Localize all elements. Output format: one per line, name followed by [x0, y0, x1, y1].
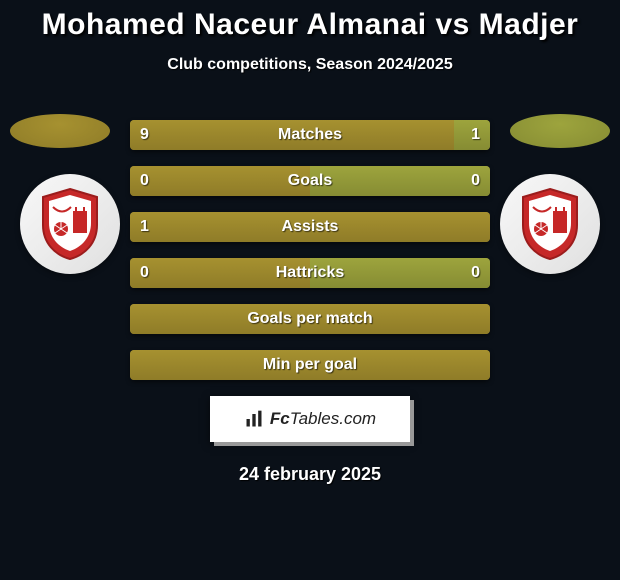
player1-club-crest [20, 174, 120, 274]
player1-bar [130, 120, 454, 150]
subtitle: Club competitions, Season 2024/2025 [0, 56, 620, 74]
player1-ellipse-marker [10, 114, 110, 148]
stat-row: Goals per match [130, 304, 490, 334]
player2-club-crest [500, 174, 600, 274]
stat-row: 1Assists [130, 212, 490, 242]
logo-text-2: Tables.com [290, 409, 376, 429]
shield-icon [39, 187, 101, 261]
player1-bar [130, 258, 310, 288]
player2-ellipse-marker [510, 114, 610, 148]
player2-bar [310, 166, 490, 196]
shield-icon [519, 187, 581, 261]
page-title: Mohamed Naceur Almanai vs Madjer [0, 0, 620, 42]
date-label: 24 february 2025 [0, 464, 620, 485]
stat-rows-container: 91Matches 00Goals 1Assists 00Hattricks Goals… [130, 114, 490, 380]
player1-bar [130, 350, 490, 380]
player2-bar [310, 258, 490, 288]
stat-row: 91Matches [130, 120, 490, 150]
comparison-chart: 91Matches 00Goals 1Assists 00Hattricks Goals… [0, 114, 620, 380]
player1-bar [130, 166, 310, 196]
fctables-logo-banner: FcTables.com [210, 396, 410, 442]
player2-bar [454, 120, 490, 150]
bar-chart-icon [244, 409, 264, 429]
player1-bar [130, 304, 490, 334]
player1-bar [130, 212, 490, 242]
stat-row: 00Hattricks [130, 258, 490, 288]
stat-row: Min per goal [130, 350, 490, 380]
logo-text-1: Fc [270, 409, 290, 429]
stat-row: 00Goals [130, 166, 490, 196]
